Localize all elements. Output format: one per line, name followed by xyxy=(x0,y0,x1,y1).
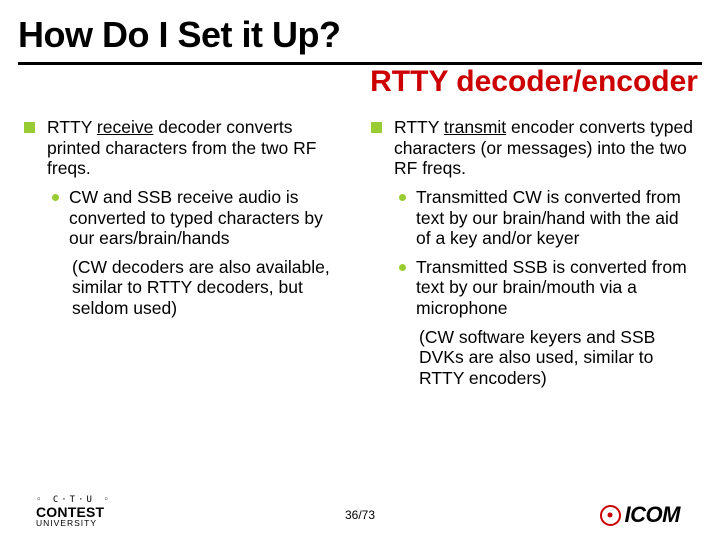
right-sub2-item: Transmitted SSB is converted from text b… xyxy=(399,257,696,319)
ctu-logo-main: CONTEST xyxy=(36,505,112,519)
left-sub-item: CW and SSB receive audio is converted to… xyxy=(52,187,349,249)
left-column: RTTY receive decoder converts printed ch… xyxy=(24,117,349,389)
round-bullet-icon xyxy=(52,194,59,201)
icom-logo: ICOM xyxy=(600,502,680,528)
round-bullet-icon xyxy=(399,264,406,271)
left-heading-prefix: RTTY xyxy=(47,117,97,137)
right-heading-text: RTTY transmit encoder converts typed cha… xyxy=(394,117,696,179)
right-sub2-text: Transmitted SSB is converted from text b… xyxy=(416,257,696,319)
left-heading-text: RTTY receive decoder converts printed ch… xyxy=(47,117,349,179)
right-sub1-item: Transmitted CW is converted from text by… xyxy=(399,187,696,249)
content-columns: RTTY receive decoder converts printed ch… xyxy=(0,111,720,389)
ctu-logo-sub: UNIVERSITY xyxy=(36,519,112,528)
round-bullet-icon xyxy=(399,194,406,201)
right-heading-item: RTTY transmit encoder converts typed cha… xyxy=(371,117,696,179)
left-sub-text: CW and SSB receive audio is converted to… xyxy=(69,187,349,249)
page-title: How Do I Set it Up? xyxy=(0,0,720,58)
left-aside-text: (CW decoders are also available, similar… xyxy=(72,257,349,319)
square-bullet-icon xyxy=(24,122,35,133)
left-heading-underlined: receive xyxy=(97,117,153,137)
ctu-logo: ◦ C·T·U ◦ CONTEST UNIVERSITY xyxy=(36,496,112,528)
icom-circle-icon xyxy=(600,505,621,526)
page-subtitle: RTTY decoder/encoder xyxy=(0,65,720,111)
left-heading-item: RTTY receive decoder converts printed ch… xyxy=(24,117,349,179)
square-bullet-icon xyxy=(371,122,382,133)
right-sub1-text: Transmitted CW is converted from text by… xyxy=(416,187,696,249)
right-aside-text: (CW software keyers and SSB DVKs are als… xyxy=(419,327,696,389)
icom-logo-text: ICOM xyxy=(625,502,680,528)
page-number: 36/73 xyxy=(345,508,375,522)
footer: ◦ C·T·U ◦ CONTEST UNIVERSITY 36/73 ICOM xyxy=(0,496,720,528)
right-heading-underlined: transmit xyxy=(444,117,506,137)
right-heading-prefix: RTTY xyxy=(394,117,444,137)
right-column: RTTY transmit encoder converts typed cha… xyxy=(371,117,696,389)
